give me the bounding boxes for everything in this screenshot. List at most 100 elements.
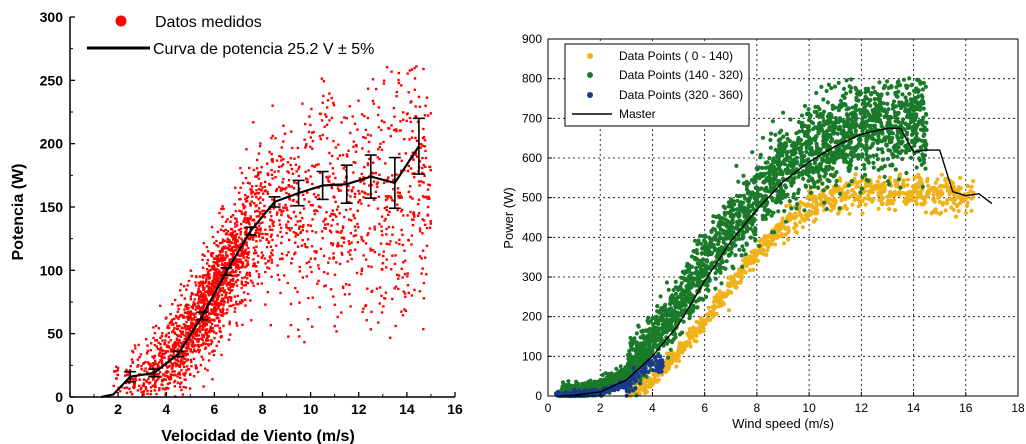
data-point-measured: [201, 292, 204, 296]
data-point-measured: [160, 334, 163, 338]
data-point-measured: [271, 253, 274, 257]
data-point-measured: [189, 348, 192, 351]
data-point-measured: [402, 214, 405, 217]
data-point-measured: [305, 230, 309, 233]
data-point-measured: [377, 106, 381, 109]
data-point-measured: [228, 305, 231, 308]
data-point-measured: [221, 309, 225, 312]
data-point-measured: [245, 227, 248, 230]
data-point-measured: [215, 277, 218, 280]
data-point-measured: [345, 208, 348, 212]
data-point-measured: [189, 350, 192, 353]
data-point-measured: [421, 171, 424, 175]
data-point-measured: [170, 323, 174, 326]
data-point-measured: [322, 94, 325, 98]
left-x-tick-label: 6: [210, 401, 218, 417]
data-point-f0b21a: [887, 175, 893, 180]
data-point-measured: [429, 220, 432, 223]
data-point-measured: [410, 218, 414, 221]
data-point-measured: [371, 78, 375, 81]
data-point-measured: [198, 331, 202, 334]
data-point-measured: [167, 376, 170, 379]
data-point-measured: [244, 214, 247, 217]
data-point-f0b21a: [726, 281, 731, 286]
data-point-measured: [239, 230, 242, 234]
data-point-measured: [394, 324, 397, 328]
data-point-measured: [204, 315, 207, 319]
data-point-measured: [188, 339, 191, 342]
data-point-measured: [240, 223, 243, 226]
data-point-measured: [424, 256, 427, 259]
data-point-measured: [250, 190, 253, 193]
data-point-measured: [293, 157, 296, 160]
data-point-measured: [336, 187, 340, 190]
data-point-measured: [302, 193, 305, 197]
data-point-measured: [381, 233, 384, 237]
left-x-tick-label: 16: [447, 401, 463, 417]
data-point-measured: [250, 200, 253, 203]
data-point-measured: [290, 167, 294, 171]
data-point-f0b21a: [765, 239, 770, 244]
data-point-measured: [257, 152, 261, 155]
data-point-measured: [207, 280, 211, 284]
data-point-f0b21a: [864, 183, 869, 189]
data-point-measured: [275, 188, 279, 191]
data-point-measured: [228, 322, 231, 326]
data-point-f0b21a: [791, 215, 796, 220]
data-point-measured: [152, 357, 156, 360]
data-point-measured: [250, 192, 253, 195]
data-point-measured: [226, 308, 229, 311]
data-point-measured: [212, 290, 215, 293]
data-point-measured: [233, 307, 237, 310]
data-point-measured: [383, 219, 386, 222]
data-point-measured: [289, 324, 293, 327]
data-point-measured: [132, 386, 136, 390]
data-point-f0b21a: [809, 209, 814, 214]
data-point-f0b21a: [857, 198, 862, 203]
data-point-measured: [213, 294, 217, 298]
data-point-measured: [313, 250, 316, 253]
data-point-measured: [290, 204, 293, 208]
data-point-measured: [183, 361, 186, 364]
data-point-measured: [392, 178, 395, 182]
data-point-measured: [213, 271, 216, 275]
data-point-1a7a2a: [779, 187, 784, 192]
data-point-measured: [307, 130, 311, 134]
data-point-measured: [125, 386, 129, 389]
data-point-measured: [427, 183, 430, 186]
data-point-measured: [412, 213, 416, 216]
data-point-f0b21a: [943, 208, 948, 213]
data-point-1a7a2a: [841, 86, 847, 91]
data-point-measured: [229, 285, 232, 289]
data-point-measured: [227, 298, 230, 302]
data-point-measured: [296, 290, 299, 294]
data-point-measured: [231, 253, 235, 257]
data-point-measured: [318, 306, 321, 309]
data-point-measured: [374, 171, 377, 175]
data-point-measured: [352, 213, 355, 217]
data-point-measured: [235, 244, 238, 247]
data-point-measured: [367, 150, 370, 153]
data-point-measured: [426, 188, 430, 191]
data-point-measured: [249, 188, 252, 191]
data-point-measured: [224, 256, 227, 259]
data-point-measured: [311, 325, 314, 328]
data-point-1a7a2a: [730, 264, 735, 269]
data-point-measured: [240, 282, 243, 286]
data-point-measured: [206, 302, 209, 305]
data-point-measured: [213, 278, 216, 281]
data-point-measured: [421, 136, 425, 140]
data-point-measured: [415, 139, 419, 142]
data-point-measured: [218, 301, 221, 305]
data-point-measured: [271, 238, 274, 242]
data-point-measured: [269, 218, 272, 222]
data-point-measured: [286, 281, 289, 285]
data-point-measured: [165, 370, 169, 373]
data-point-measured: [364, 304, 367, 308]
data-point-measured: [286, 161, 290, 164]
data-point-f0b21a: [939, 172, 944, 177]
data-point-measured: [257, 198, 260, 201]
data-point-measured: [249, 204, 252, 207]
data-point-measured: [377, 113, 380, 117]
data-point-measured: [305, 275, 308, 278]
